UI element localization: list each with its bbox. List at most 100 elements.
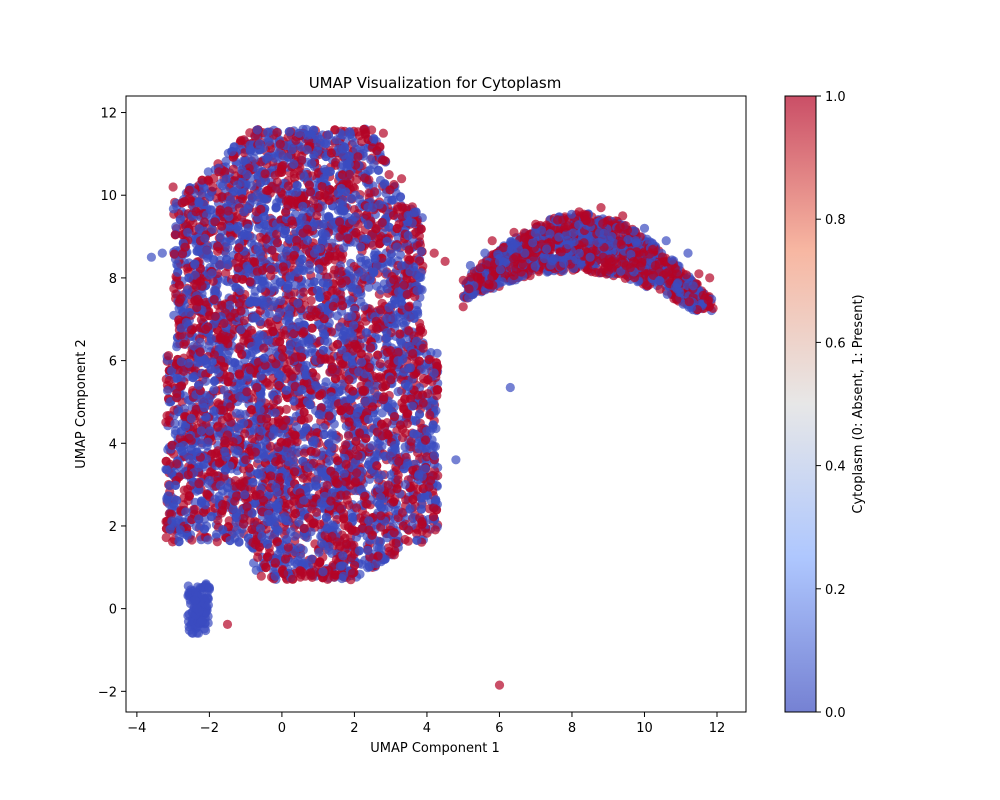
scatter-point — [283, 181, 293, 191]
scatter-point — [280, 330, 290, 340]
scatter-point — [172, 339, 182, 349]
scatter-point — [330, 265, 340, 275]
scatter-point — [285, 271, 295, 282]
scatter-point — [326, 148, 336, 158]
scatter-point — [203, 535, 213, 545]
scatter-point — [400, 534, 410, 545]
scatter-point — [352, 175, 362, 185]
scatter-point — [344, 266, 354, 276]
scatter-point — [416, 246, 426, 256]
scatter-point — [226, 312, 236, 322]
scatter-point — [187, 514, 197, 525]
scatter-point — [346, 553, 356, 563]
scatter-point — [183, 285, 193, 295]
scatter-point — [285, 356, 295, 366]
scatter-point — [209, 350, 219, 360]
chart-title: UMAP Visualization for Cytoplasm — [309, 74, 562, 92]
scatter-point — [353, 152, 363, 162]
scatter-point — [390, 506, 401, 516]
scatter-point — [347, 311, 357, 321]
scatter-point — [295, 566, 305, 576]
scatter-point — [309, 195, 319, 206]
scatter-point — [302, 235, 313, 245]
scatter-point — [202, 489, 212, 500]
scatter-point — [161, 532, 171, 543]
scatter-point — [344, 169, 355, 180]
scatter-point — [337, 266, 347, 277]
scatter-point — [375, 359, 385, 369]
scatter-point — [400, 442, 410, 452]
scatter-point — [231, 408, 242, 418]
scatter-point — [425, 410, 435, 420]
scatter-point — [247, 434, 257, 444]
scatter-point — [384, 170, 394, 180]
scatter-point — [325, 456, 335, 466]
scatter-point — [294, 517, 304, 527]
scatter-point — [185, 454, 195, 465]
scatter-point — [319, 138, 329, 148]
scatter-point — [214, 491, 224, 501]
scatter-point — [174, 537, 184, 547]
scatter-point — [387, 195, 397, 205]
scatter-point — [351, 436, 361, 446]
scatter-point — [276, 296, 286, 306]
scatter-point — [219, 385, 229, 395]
scatter-point — [283, 364, 293, 374]
scatter-point — [199, 217, 210, 227]
scatter-point — [168, 204, 178, 214]
scatter-point — [253, 223, 264, 233]
scatter-point — [221, 268, 231, 278]
scatter-point — [354, 194, 365, 204]
scatter-point — [235, 342, 245, 352]
scatter-point — [299, 287, 309, 297]
scatter-point — [412, 300, 422, 310]
scatter-point — [277, 252, 287, 262]
scatter-point — [395, 250, 405, 260]
scatter-point — [376, 305, 386, 315]
scatter-point — [256, 524, 266, 534]
scatter-point — [389, 412, 400, 422]
scatter-point — [298, 473, 308, 483]
scatter-point — [289, 169, 299, 179]
scatter-point — [189, 341, 199, 351]
scatter-point — [340, 142, 350, 153]
scatter-point — [163, 351, 174, 361]
scatter-point — [236, 135, 246, 145]
scatter-point — [303, 463, 313, 473]
scatter-point — [320, 336, 330, 346]
scatter-point — [196, 315, 206, 325]
scatter-point — [337, 379, 347, 389]
scatter-point — [252, 125, 262, 135]
scatter-point — [331, 157, 341, 167]
scatter-point — [170, 419, 180, 429]
scatter-point — [326, 327, 337, 337]
scatter-point — [343, 233, 353, 243]
scatter-point — [363, 545, 373, 556]
scatter-point — [356, 256, 366, 267]
scatter-point — [324, 212, 334, 222]
scatter-point — [253, 552, 263, 563]
scatter-point — [386, 249, 396, 259]
scatter-point — [289, 287, 299, 297]
scatter-point — [249, 425, 259, 435]
scatter-point — [209, 385, 219, 395]
scatter-point — [249, 154, 259, 164]
scatter-point — [240, 409, 250, 420]
scatter-point — [331, 570, 341, 580]
scatter-point — [228, 164, 238, 174]
scatter-point — [275, 139, 285, 149]
scatter-point — [422, 452, 432, 462]
scatter-point — [212, 537, 222, 547]
scatter-point — [247, 508, 257, 518]
scatter-point — [341, 459, 351, 470]
scatter-point — [383, 480, 393, 490]
scatter-point — [256, 571, 266, 581]
scatter-point — [181, 507, 191, 517]
scatter-point — [366, 154, 376, 165]
scatter-point — [414, 409, 425, 419]
scatter-point — [320, 530, 330, 540]
scatter-point — [364, 282, 374, 292]
scatter-point — [272, 127, 282, 138]
scatter-point — [312, 210, 322, 221]
